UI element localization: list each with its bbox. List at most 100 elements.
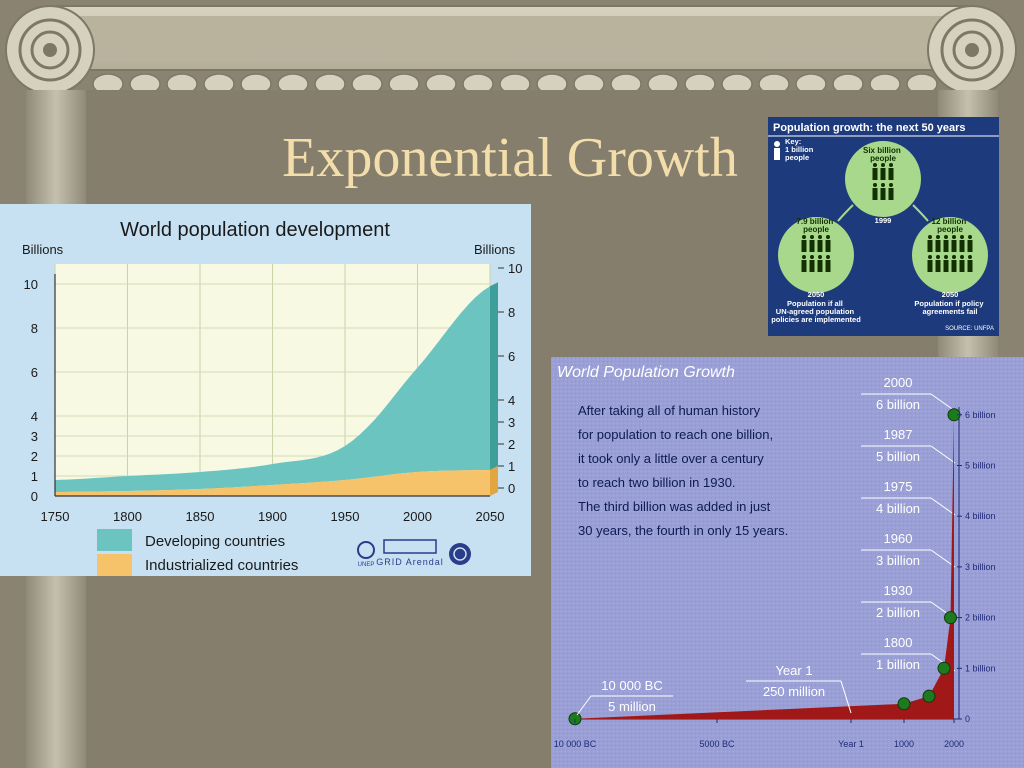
milestone-year: 1975: [884, 479, 913, 494]
chart1-title-band: [0, 204, 531, 262]
y-left-tick-label: 2: [31, 449, 38, 464]
person-icon: [880, 163, 886, 180]
node-2050-high-year: 2050: [942, 290, 959, 299]
x-tick-label: 1900: [258, 509, 287, 524]
svg-text:Year 1: Year 1: [775, 663, 812, 678]
area-industrialized-edge: [490, 466, 498, 496]
y-right-tick-label: 0: [508, 481, 515, 496]
chart3-y-tick-label: 6 billion: [965, 410, 996, 420]
milestone-label: 1975 4 billion: [861, 479, 956, 516]
y-left-tick-label: 0: [31, 489, 38, 504]
node-2050-low-note: Population if all UN-agreed population p…: [771, 299, 861, 324]
chart3-x-tick-label: 2000: [944, 739, 964, 749]
chart2-title: Population growth: the next 50 years: [773, 122, 966, 134]
svg-text:5 million: 5 million: [608, 699, 656, 714]
legend-label-industrialized: Industrialized countries: [145, 557, 298, 574]
chart3-title: World Population Growth: [557, 364, 735, 381]
chart3-x-tick-label: 1000: [894, 739, 914, 749]
person-icon: [943, 255, 949, 272]
node-2050-low-year: 2050: [808, 290, 825, 299]
population-point: [897, 697, 911, 711]
area-industrialized-countries: [55, 470, 490, 496]
y-right-tick-label: 8: [508, 305, 515, 320]
person-icon: [951, 235, 957, 252]
people-center-icons: [872, 163, 894, 200]
y-left-tick-label: 10: [24, 277, 38, 292]
milestone-value: 6 billion: [876, 397, 920, 412]
y-left-tick-label: 1: [31, 469, 38, 484]
chart2-key: Key: 1 billion people: [785, 137, 815, 162]
milestone-year: 1960: [884, 531, 913, 546]
milestone-label: 2000 6 billion: [861, 375, 956, 412]
milestone-label: 1930 2 billion: [861, 583, 956, 620]
milestone-label: 1987 5 billion: [861, 427, 956, 464]
legend-label-developing: Developing countries: [145, 533, 285, 550]
x-tick-label: 1750: [41, 509, 70, 524]
x-tick-label: 1950: [331, 509, 360, 524]
svg-text:250 million: 250 million: [763, 684, 825, 699]
chart1-ylabel-right: Billions: [474, 242, 516, 257]
person-icon: [927, 235, 933, 252]
node-1999-label: Six billion people: [863, 146, 903, 163]
person-icon: [951, 255, 957, 272]
milestone-label: 1800 1 billion: [861, 635, 956, 672]
arrow-left-icon: [837, 204, 854, 222]
chart3-callouts: Year 1 250 million 10 000 BC 5 million: [576, 663, 852, 716]
chart3-x-ticks: 10 000 BC 5000 BC Year 1 1000 2000: [554, 719, 964, 749]
svg-text:GRID Arendal: GRID Arendal: [376, 557, 444, 567]
person-icon: [943, 235, 949, 252]
chart3-x-tick-label: Year 1: [838, 739, 864, 749]
population-point: [922, 689, 936, 703]
person-icon: [888, 163, 894, 180]
node-1999-year: 1999: [875, 216, 892, 225]
node-2050-low-label: 7.9 billion people: [796, 217, 835, 234]
chart3-x-tick-label: 5000 BC: [699, 739, 735, 749]
chart3-y-tick-label: 1 billion: [965, 663, 996, 673]
y-left-tick-label: 3: [31, 429, 38, 444]
y-right-tick-label: 4: [508, 393, 515, 408]
x-tick-label: 2050: [476, 509, 505, 524]
chart1-ylabel-left: Billions: [22, 242, 64, 257]
chart2-source: SOURCE: UNFPA: [945, 326, 994, 332]
y-left-tick-label: 8: [31, 321, 38, 336]
svg-text:10 000 BC: 10 000 BC: [601, 678, 662, 693]
y-left-tick-label: 4: [31, 409, 38, 424]
callout-year-1: Year 1 250 million: [746, 663, 852, 714]
node-2050-high-note: Population if policy agreements fail: [914, 299, 985, 316]
person-icon: [817, 255, 823, 272]
y-right-tick-label: 6: [508, 349, 515, 364]
people-left-icons: [801, 235, 831, 272]
person-key-icon: [774, 141, 780, 160]
milestone-year: 1930: [884, 583, 913, 598]
person-icon: [817, 235, 823, 252]
chart3-points: [568, 408, 961, 726]
person-icon: [967, 255, 973, 272]
milestone-year: 2000: [884, 375, 913, 390]
node-2050-low: [778, 217, 854, 293]
world-population-growth-chart: World Population Growth After taking all…: [551, 357, 1024, 768]
architrave-inner: [70, 16, 954, 60]
person-icon: [809, 255, 815, 272]
x-tick-label: 2000: [403, 509, 432, 524]
y-right-tick-label: 1: [508, 459, 515, 474]
chart3-y-tick-label: 5 billion: [965, 461, 996, 471]
node-2050-high-label: 12 billion people: [932, 217, 969, 234]
chart1-axes: [54, 274, 490, 497]
population-point: [937, 661, 951, 675]
grid-arendal-logo: GRID Arendal: [376, 539, 444, 567]
person-icon: [959, 235, 965, 252]
chart3-y-tick-label: 0: [965, 714, 970, 724]
x-tick-label: 1850: [186, 509, 215, 524]
svg-text:UNEP: UNEP: [358, 562, 375, 568]
person-icon: [825, 235, 831, 252]
y-right-tick-label: 2: [508, 437, 515, 452]
chart3-y-ticks: 0 1 billion 2 billion 3 billion 4 billion 5 b…: [957, 410, 996, 724]
person-icon: [967, 235, 973, 252]
person-icon: [888, 183, 894, 200]
person-icon: [801, 255, 807, 272]
milestone-value: 5 billion: [876, 449, 920, 464]
slide-title: Exponential Growth: [282, 127, 738, 189]
x-tick-label: 1800: [113, 509, 142, 524]
milestone-value: 4 billion: [876, 501, 920, 516]
person-icon: [935, 255, 941, 272]
